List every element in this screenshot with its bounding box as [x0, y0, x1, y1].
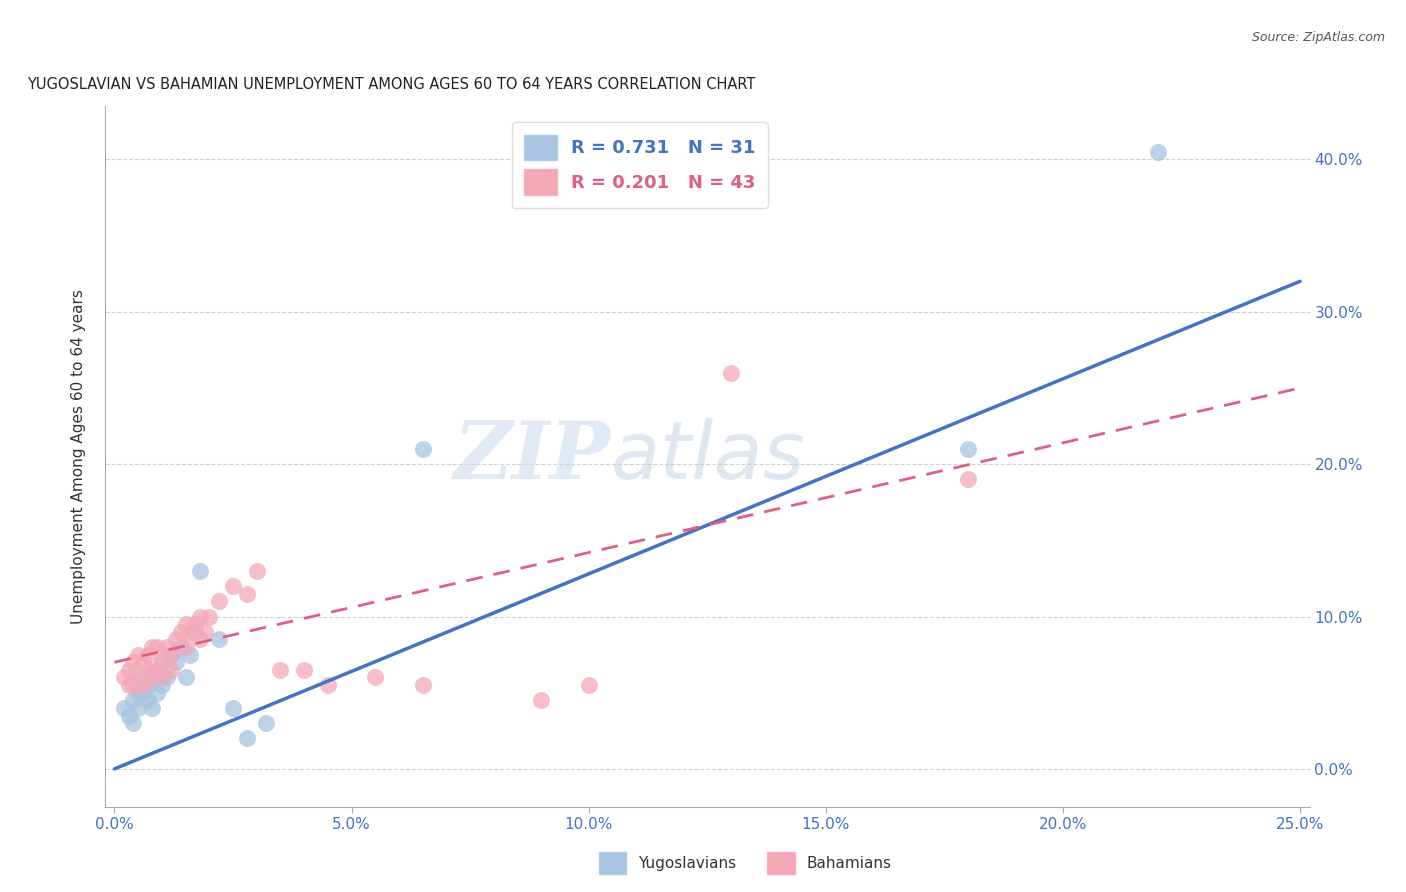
Point — [150, 655, 173, 669]
Point — [254, 716, 277, 731]
Legend: Yugoslavians, Bahamians: Yugoslavians, Bahamians — [592, 846, 898, 880]
Point — [720, 366, 742, 380]
Point — [179, 624, 201, 639]
Point — [170, 640, 193, 654]
Text: atlas: atlas — [610, 417, 806, 496]
Point — [412, 678, 434, 692]
Point — [222, 579, 245, 593]
Point — [236, 731, 259, 746]
Point — [150, 670, 173, 684]
Point — [222, 701, 245, 715]
Point — [127, 686, 149, 700]
Point — [122, 716, 145, 731]
Point — [174, 670, 197, 684]
Point — [132, 678, 155, 692]
Point — [112, 670, 135, 684]
Point — [156, 670, 179, 684]
Point — [146, 663, 169, 677]
Point — [146, 640, 169, 654]
Point — [122, 678, 145, 692]
Point — [188, 632, 211, 647]
Point — [118, 663, 141, 677]
Point — [132, 670, 155, 684]
Point — [188, 609, 211, 624]
Point — [156, 640, 179, 654]
Point — [112, 701, 135, 715]
Point — [141, 670, 163, 684]
Point — [136, 693, 159, 707]
Point — [150, 655, 173, 669]
Point — [150, 678, 173, 692]
Point — [118, 678, 141, 692]
Point — [141, 640, 163, 654]
Point — [141, 670, 163, 684]
Point — [198, 609, 221, 624]
Point — [132, 686, 155, 700]
Point — [136, 648, 159, 662]
Point — [136, 663, 159, 677]
Point — [236, 587, 259, 601]
Point — [316, 678, 339, 692]
Point — [957, 442, 980, 456]
Point — [184, 624, 207, 639]
Point — [957, 472, 980, 486]
Point — [578, 678, 600, 692]
Legend: R = 0.731   N = 31, R = 0.201   N = 43: R = 0.731 N = 31, R = 0.201 N = 43 — [512, 122, 768, 208]
Point — [179, 648, 201, 662]
Point — [194, 624, 217, 639]
Point — [364, 670, 387, 684]
Point — [208, 632, 231, 647]
Point — [160, 648, 183, 662]
Point — [136, 678, 159, 692]
Point — [127, 670, 149, 684]
Point — [122, 655, 145, 669]
Point — [174, 640, 197, 654]
Point — [174, 617, 197, 632]
Point — [165, 655, 187, 669]
Point — [165, 632, 187, 647]
Point — [530, 693, 553, 707]
Point — [122, 693, 145, 707]
Point — [146, 663, 169, 677]
Text: YUGOSLAVIAN VS BAHAMIAN UNEMPLOYMENT AMONG AGES 60 TO 64 YEARS CORRELATION CHART: YUGOSLAVIAN VS BAHAMIAN UNEMPLOYMENT AMO… — [27, 78, 755, 93]
Point — [160, 648, 183, 662]
Point — [146, 686, 169, 700]
Point — [160, 663, 183, 677]
Point — [208, 594, 231, 608]
Point — [246, 564, 269, 578]
Point — [292, 663, 315, 677]
Point — [118, 708, 141, 723]
Point — [127, 648, 149, 662]
Point — [141, 701, 163, 715]
Point — [269, 663, 291, 677]
Point — [1146, 145, 1168, 159]
Point — [170, 624, 193, 639]
Point — [127, 701, 149, 715]
Y-axis label: Unemployment Among Ages 60 to 64 years: Unemployment Among Ages 60 to 64 years — [72, 289, 86, 624]
Point — [184, 617, 207, 632]
Text: Source: ZipAtlas.com: Source: ZipAtlas.com — [1251, 31, 1385, 45]
Point — [132, 655, 155, 669]
Point — [412, 442, 434, 456]
Text: ZIP: ZIP — [454, 417, 610, 495]
Point — [188, 564, 211, 578]
